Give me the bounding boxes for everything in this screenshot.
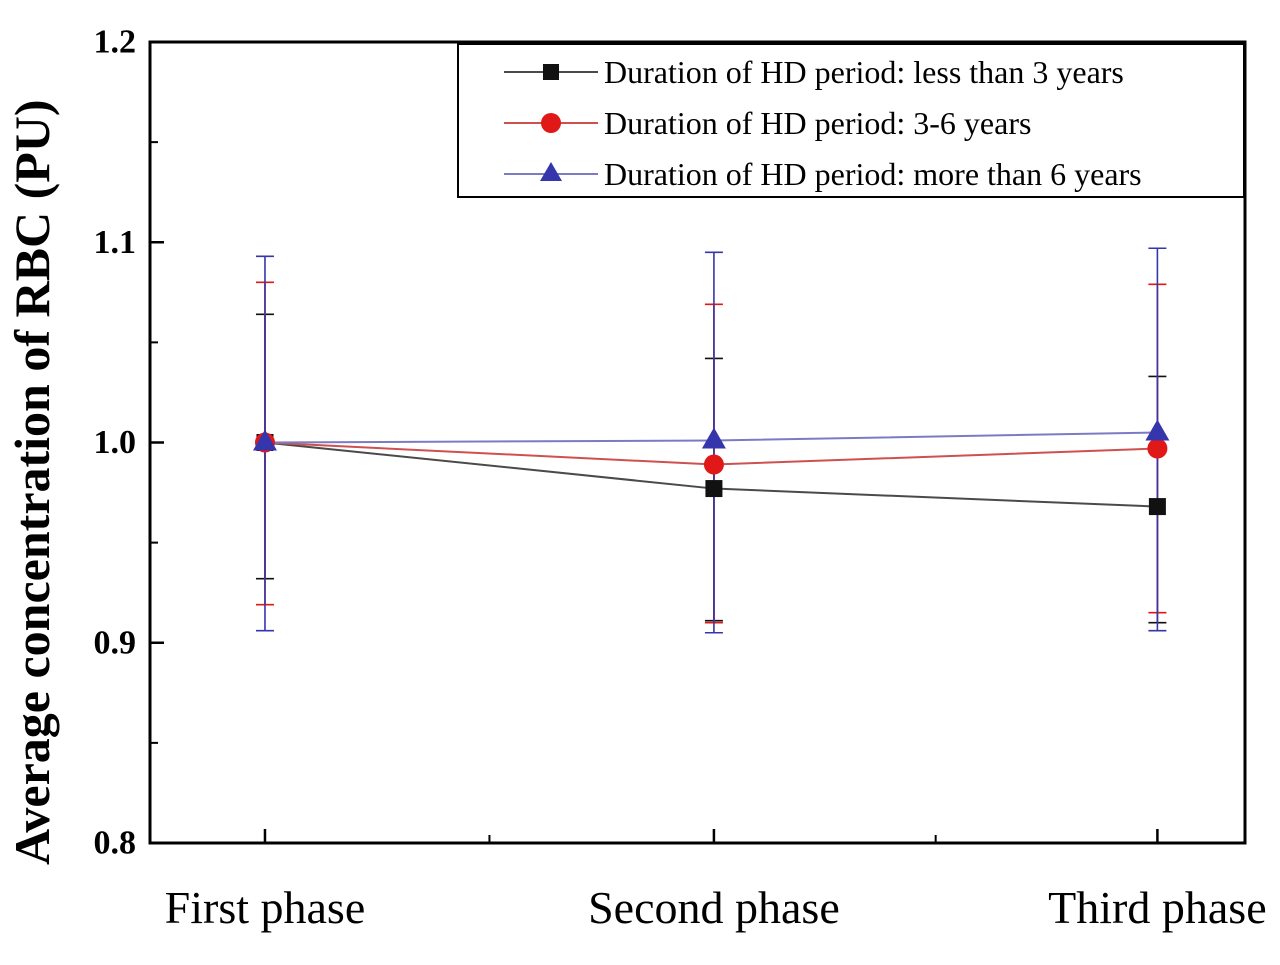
axes-ticks	[150, 40, 1159, 845]
x-category-label: First phase	[165, 882, 366, 933]
y-tick-label: 1.0	[94, 424, 137, 461]
series-circle	[255, 281, 1167, 624]
data-point-square	[1148, 498, 1166, 516]
data-point-circle	[1147, 438, 1168, 459]
legend-label: Duration of HD period: 3-6 years	[604, 105, 1031, 141]
y-tick-label: 0.9	[94, 624, 137, 661]
legend: Duration of HD period: less than 3 years…	[457, 43, 1245, 198]
legend-marker-triangle	[540, 162, 562, 181]
data-point-square	[705, 480, 723, 498]
y-tick-label: 1.2	[94, 24, 137, 61]
legend-marker-circle	[541, 113, 561, 133]
x-category-label: Third phase	[1048, 882, 1266, 933]
y-tick-label: 0.8	[94, 825, 137, 862]
y-tick-label: 1.1	[94, 224, 137, 261]
legend-label: Duration of HD period: less than 3 years	[604, 54, 1124, 90]
data-point-triangle	[701, 427, 726, 449]
legend-label: Duration of HD period: more than 6 years	[604, 156, 1142, 192]
series-markers-triangle	[252, 419, 1170, 451]
legend-box	[457, 43, 1245, 198]
data-point-triangle	[252, 429, 277, 451]
data-point-circle	[703, 454, 724, 475]
legend-marker-square	[543, 64, 559, 80]
data-point-triangle	[1145, 419, 1170, 441]
x-category-label: Second phase	[588, 882, 840, 933]
